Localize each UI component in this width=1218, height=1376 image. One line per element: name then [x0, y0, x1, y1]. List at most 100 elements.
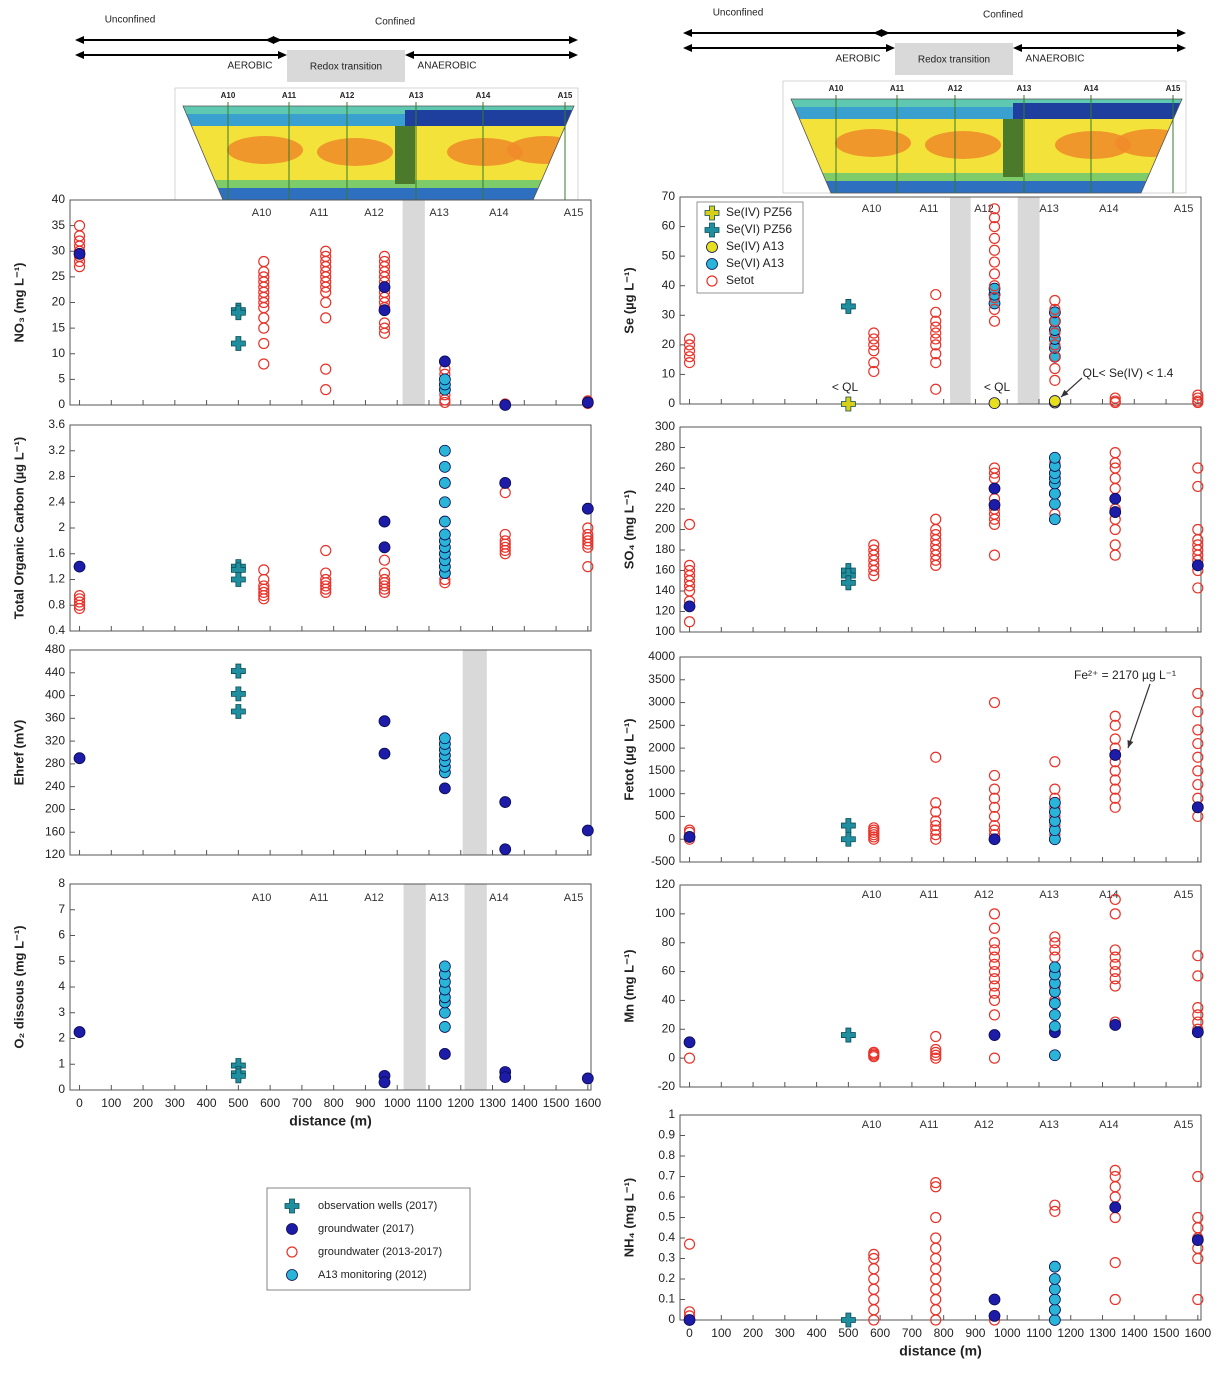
arrow-head: [1177, 29, 1186, 37]
point: [438, 528, 451, 541]
y-tick-label: 7: [58, 902, 65, 916]
a13-column: [395, 126, 415, 184]
y-tick-label: 0: [668, 1050, 675, 1064]
point: [868, 365, 880, 378]
well-label: A12: [364, 892, 384, 904]
arrow-head: [75, 36, 84, 44]
point: [499, 477, 512, 489]
well-label: A10: [862, 889, 882, 901]
point: [988, 282, 1001, 295]
point: [230, 704, 246, 719]
point: [840, 396, 856, 412]
arrow-head: [873, 29, 882, 37]
point: [73, 247, 86, 260]
y-tick-label: 0: [58, 1082, 65, 1096]
point: [868, 539, 880, 551]
y-tick-label: 0.4: [48, 623, 65, 637]
well-label: A15: [1174, 889, 1194, 901]
section-well-label: A11: [890, 84, 905, 93]
point: [988, 922, 1001, 934]
x-tick-label: 200: [743, 1326, 763, 1340]
x-tick-label: 1400: [511, 1096, 538, 1110]
y-axis-label: Total Organic Carbon (µg L⁻¹): [11, 437, 26, 619]
point: [1049, 303, 1061, 315]
point: [988, 1293, 1001, 1306]
point: [258, 580, 270, 592]
y-tick-label: 2000: [648, 740, 675, 754]
legend-label: Se(IV) PZ56: [726, 205, 792, 219]
legend-label: Se(VI) PZ56: [726, 222, 792, 236]
point: [868, 1046, 880, 1058]
y-tick-label: 60: [662, 964, 676, 978]
well-label: A14: [489, 892, 509, 904]
y-tick-label: 1.6: [48, 546, 65, 560]
y-tick-label: 0.2: [658, 1271, 675, 1285]
section-well-label: A10: [221, 91, 236, 100]
point: [1109, 392, 1121, 404]
redox-box: [895, 43, 1013, 75]
point: [1048, 796, 1061, 809]
plot-frame: [679, 656, 1202, 863]
annotation: Fe²⁺ = 2170 µg L⁻¹: [1074, 668, 1176, 682]
x-tick-label: 900: [965, 1326, 985, 1340]
point: [378, 515, 391, 528]
legend-label: A13 monitoring (2012): [318, 1269, 427, 1281]
well-label: A13: [1039, 203, 1059, 215]
point: [1192, 724, 1204, 736]
point: [1048, 395, 1061, 407]
zone-label: Confined: [983, 10, 1023, 21]
point: [1048, 1008, 1061, 1021]
point: [258, 337, 270, 350]
point: [1109, 973, 1121, 985]
point: [930, 1232, 942, 1244]
well-label: A12: [974, 889, 994, 901]
point: [378, 715, 391, 728]
point: [930, 797, 942, 809]
point: [988, 944, 1001, 956]
point: [1109, 1256, 1121, 1269]
shaded-zone: [402, 200, 425, 405]
point: [930, 829, 942, 841]
x-tick-label: 600: [870, 1326, 890, 1340]
point: [930, 315, 942, 327]
x-tick-label: 1600: [1184, 1326, 1211, 1340]
y-tick-label: 180: [655, 542, 675, 556]
x-tick-label: 500: [838, 1326, 858, 1340]
x-tick-label: 1200: [1057, 1326, 1084, 1340]
point: [988, 994, 1001, 1007]
y-tick-label: 1000: [648, 786, 675, 800]
point: [988, 315, 1001, 327]
x-tick-label: 1500: [1153, 1326, 1180, 1340]
point: [683, 357, 696, 369]
y-tick-label: 120: [655, 877, 675, 891]
point: [840, 1027, 856, 1043]
annotation-arrow-head: [1061, 389, 1069, 397]
well-label: A13: [429, 892, 449, 904]
layer: [791, 99, 1182, 107]
y-tick-label: 1500: [648, 763, 675, 777]
point: [1192, 523, 1204, 536]
point: [1049, 315, 1061, 327]
section-well-label: A10: [829, 84, 844, 93]
y-tick-label: 240: [45, 779, 65, 793]
point: [930, 1177, 942, 1189]
layer: [791, 181, 1182, 193]
y-tick-label: 40: [662, 278, 676, 292]
legend-label: Se(IV) A13: [726, 239, 784, 253]
point: [258, 586, 270, 598]
y-tick-label: 1: [58, 1056, 65, 1070]
legend-label: groundwater (2013-2017): [318, 1246, 442, 1258]
point: [1192, 751, 1204, 763]
point: [1048, 1303, 1061, 1316]
point: [930, 1046, 942, 1058]
point: [988, 303, 1001, 315]
point: [258, 358, 270, 370]
x-tick-label: 600: [260, 1096, 280, 1110]
point: [378, 281, 391, 294]
point: [930, 824, 942, 836]
point: [930, 1211, 942, 1224]
point: [1109, 1201, 1122, 1214]
point: [73, 220, 86, 232]
point: [1192, 950, 1204, 962]
